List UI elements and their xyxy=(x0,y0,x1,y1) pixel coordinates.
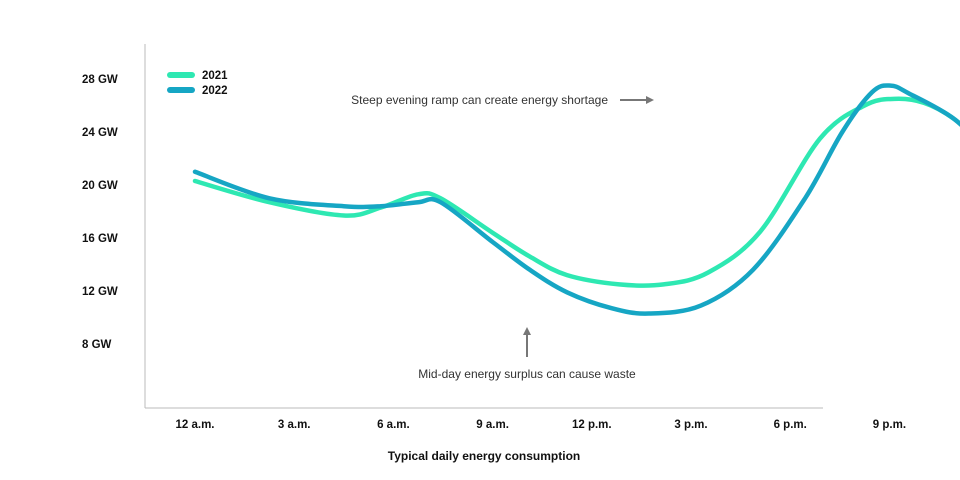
x-tick-label: 12 a.m. xyxy=(176,419,215,431)
y-tick-label: 12 GW xyxy=(82,286,118,298)
series-line-2022 xyxy=(192,83,960,316)
x-tick-label: 9 p.m. xyxy=(873,419,906,431)
annotation-midday-surplus: Mid-day energy surplus can cause waste xyxy=(418,367,636,381)
x-tick-label: 6 a.m. xyxy=(377,419,410,431)
y-tick-labels: 8 GW 12 GW 16 GW 20 GW 24 GW 28 GW xyxy=(82,74,118,351)
y-tick-label: 28 GW xyxy=(82,74,118,86)
x-tick-label: 9 a.m. xyxy=(476,419,509,431)
legend: 2021 2022 xyxy=(167,70,228,97)
y-tick-label: 8 GW xyxy=(82,339,112,351)
x-tick-label: 3 p.m. xyxy=(674,419,707,431)
legend-label-2021: 2021 xyxy=(202,70,228,82)
x-tick-label: 6 p.m. xyxy=(774,419,807,431)
x-tick-label: 3 a.m. xyxy=(278,419,311,431)
legend-label-2022: 2022 xyxy=(202,85,228,97)
y-tick-label: 24 GW xyxy=(82,127,118,139)
annotation-evening-ramp: Steep evening ramp can create energy sho… xyxy=(351,93,608,107)
x-axis-label: Typical daily energy consumption xyxy=(388,449,581,463)
axes xyxy=(144,44,823,409)
x-tick-label: 12 p.m. xyxy=(572,419,612,431)
x-tick-labels: 12 a.m. 3 a.m. 6 a.m. 9 a.m. 12 p.m. 3 p.m. 6 … xyxy=(176,419,907,431)
y-tick-label: 20 GW xyxy=(82,180,118,192)
series-lines xyxy=(192,83,960,316)
y-tick-label: 16 GW xyxy=(82,233,118,245)
annotations: Steep evening ramp can create energy sho… xyxy=(351,93,654,381)
